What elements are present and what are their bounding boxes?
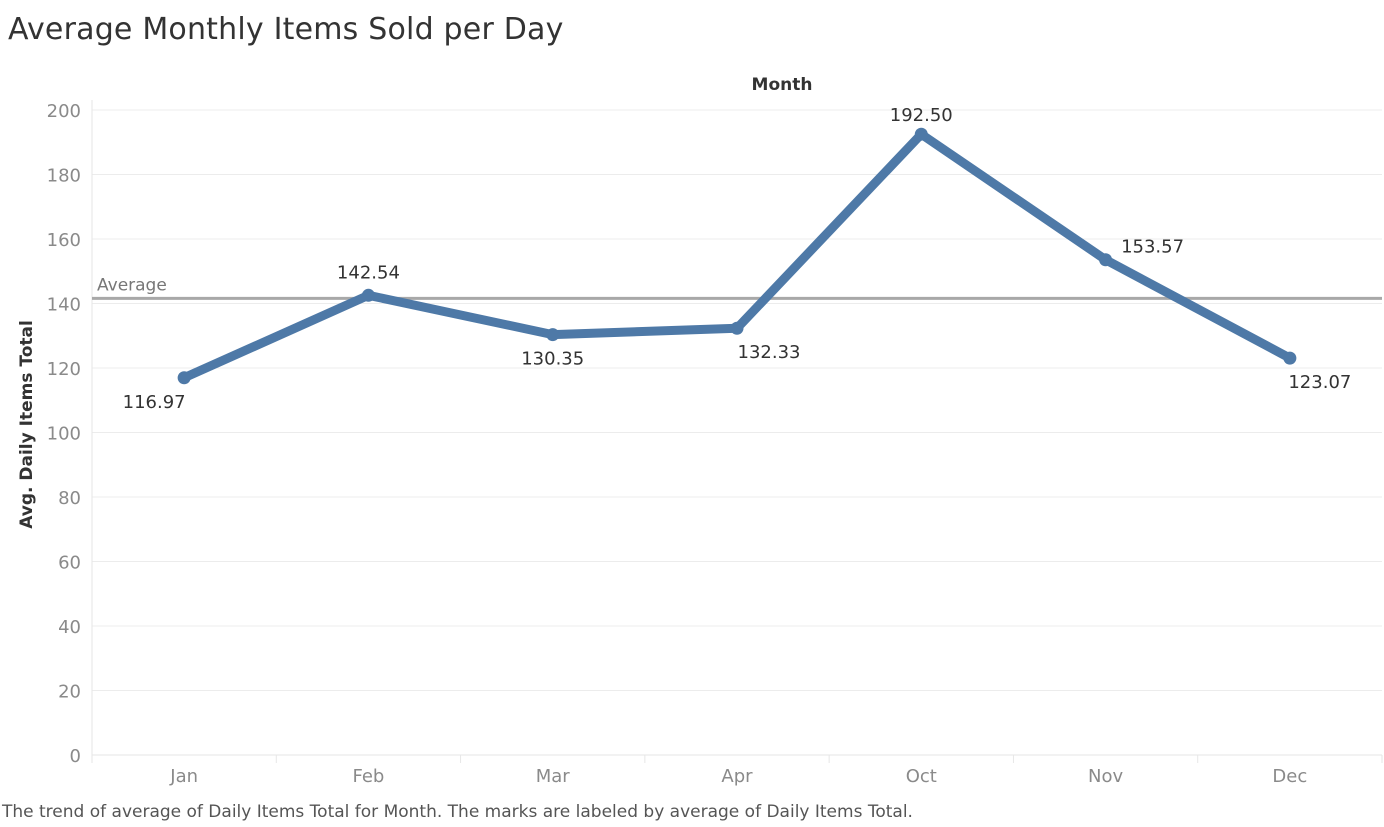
y-tick-label: 0: [70, 746, 81, 767]
data-point-dec: [1283, 351, 1297, 365]
y-tick-label: 60: [58, 553, 81, 574]
data-label-apr: 132.33: [738, 342, 801, 363]
line-chart: 0 20 40 60 80 100 120 140 160 180 200 Jan Feb Mar Apr O…: [17, 75, 1383, 787]
data-point-oct: [914, 127, 928, 141]
y-tick-label: 200: [47, 101, 81, 122]
x-tick-label-feb: Feb: [352, 766, 384, 787]
data-point-apr: [730, 321, 744, 335]
data-point-nov: [1099, 253, 1113, 267]
x-tick-label-nov: Nov: [1088, 766, 1123, 787]
data-label-nov: 153.57: [1121, 237, 1184, 258]
y-tick-label: 100: [47, 424, 81, 445]
y-tick-label: 180: [47, 166, 81, 187]
x-axis-title: Month: [752, 75, 813, 95]
y-tick-label: 40: [58, 617, 81, 638]
x-tick-label-dec: Dec: [1272, 766, 1307, 787]
data-point-feb: [361, 288, 375, 302]
data-point-jan: [177, 371, 191, 385]
y-tick-label: 80: [58, 488, 81, 509]
x-tick-label-jan: Jan: [169, 766, 198, 787]
chart-title: Average Monthly Items Sold per Day: [8, 12, 564, 47]
y-axis-title: Avg. Daily Items Total: [17, 320, 37, 529]
x-tick-label-apr: Apr: [721, 766, 753, 787]
data-label-feb: 142.54: [337, 262, 400, 283]
data-label-mar: 130.35: [521, 349, 584, 370]
average-reference-label: Average: [97, 275, 167, 295]
y-tick-label: 120: [47, 359, 81, 380]
data-label-dec: 123.07: [1288, 372, 1351, 393]
x-tick-label-oct: Oct: [906, 766, 937, 787]
y-tick-label: 140: [47, 295, 81, 316]
data-point-mar: [546, 328, 560, 342]
data-label-oct: 192.50: [890, 105, 953, 126]
chart-caption: The trend of average of Daily Items Tota…: [2, 802, 913, 822]
x-tick-label-mar: Mar: [536, 766, 571, 787]
y-tick-label: 160: [47, 230, 81, 251]
data-label-jan: 116.97: [123, 392, 186, 413]
y-tick-label: 20: [58, 682, 81, 703]
